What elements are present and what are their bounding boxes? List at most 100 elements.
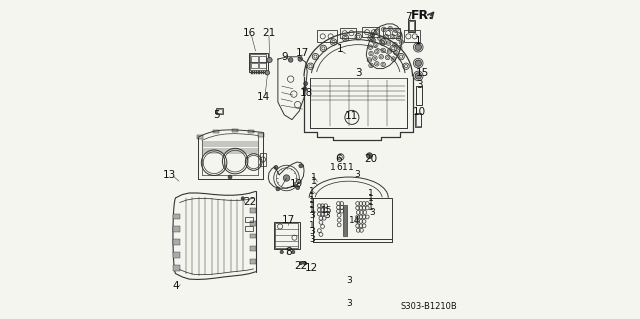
Bar — [197, 135, 203, 139]
Bar — [275, 223, 298, 248]
Text: 16: 16 — [243, 28, 256, 39]
Bar — [258, 133, 264, 137]
Text: 3: 3 — [309, 227, 315, 236]
Text: 3: 3 — [346, 299, 351, 308]
Circle shape — [303, 87, 307, 91]
Text: 7: 7 — [405, 11, 412, 22]
Bar — [340, 28, 356, 38]
Bar — [383, 28, 400, 38]
Circle shape — [241, 197, 244, 200]
Text: 1: 1 — [367, 194, 373, 203]
Text: 3: 3 — [416, 80, 423, 91]
Text: 1: 1 — [309, 221, 315, 230]
Circle shape — [415, 73, 422, 79]
Bar — [250, 234, 255, 238]
Bar — [344, 206, 346, 235]
Circle shape — [298, 57, 303, 61]
Bar — [173, 252, 180, 258]
Circle shape — [299, 164, 303, 168]
Bar — [259, 63, 266, 68]
Text: 1: 1 — [309, 192, 315, 201]
Bar — [218, 109, 222, 113]
Bar — [252, 63, 258, 68]
Bar — [250, 259, 255, 264]
Text: 1: 1 — [367, 189, 373, 198]
Text: 20: 20 — [364, 154, 378, 164]
Bar — [250, 221, 255, 226]
Text: 1: 1 — [312, 173, 317, 182]
Text: 17: 17 — [296, 48, 309, 58]
Text: 17: 17 — [282, 215, 295, 225]
Bar — [417, 86, 422, 105]
Bar — [343, 205, 347, 236]
Text: 9: 9 — [282, 52, 288, 62]
Bar — [216, 108, 223, 114]
Text: 10: 10 — [412, 107, 426, 117]
Text: 1: 1 — [309, 197, 315, 205]
Text: 8: 8 — [285, 247, 291, 257]
Text: 22: 22 — [294, 261, 307, 271]
Text: 1: 1 — [367, 198, 373, 207]
Bar — [265, 71, 267, 74]
Bar — [245, 217, 253, 222]
Bar — [245, 226, 253, 231]
Circle shape — [289, 58, 293, 62]
Text: 3: 3 — [355, 68, 362, 78]
Text: 1: 1 — [342, 163, 348, 172]
Bar — [256, 71, 257, 74]
Text: 18: 18 — [300, 88, 313, 98]
Text: 14: 14 — [257, 92, 270, 102]
Bar — [415, 113, 422, 127]
Text: 1: 1 — [309, 201, 315, 210]
Text: 6: 6 — [336, 163, 342, 172]
Circle shape — [367, 153, 372, 159]
Circle shape — [284, 175, 290, 181]
Circle shape — [292, 250, 295, 254]
Text: 21: 21 — [262, 28, 276, 39]
Circle shape — [415, 60, 422, 66]
Circle shape — [265, 70, 269, 75]
Bar — [173, 226, 180, 232]
Bar — [274, 222, 300, 249]
Bar — [408, 20, 415, 32]
Text: 22: 22 — [243, 197, 257, 207]
Text: 1: 1 — [348, 163, 354, 172]
Bar — [259, 71, 260, 74]
Text: 14: 14 — [349, 216, 361, 225]
Bar — [260, 153, 266, 166]
Bar — [404, 30, 420, 42]
Text: FR.: FR. — [410, 9, 434, 22]
Text: 3: 3 — [324, 211, 330, 220]
Text: 3: 3 — [355, 170, 360, 179]
Text: 3: 3 — [369, 208, 374, 217]
Circle shape — [228, 175, 232, 179]
Text: 3: 3 — [346, 276, 351, 285]
Circle shape — [280, 250, 284, 254]
Circle shape — [296, 186, 300, 189]
Text: 1: 1 — [330, 163, 335, 172]
Text: 1: 1 — [309, 187, 315, 196]
Bar — [250, 54, 266, 70]
Text: 1: 1 — [337, 44, 343, 55]
Bar — [173, 214, 180, 219]
Bar — [260, 71, 262, 74]
Bar — [173, 265, 180, 271]
Text: 15: 15 — [415, 68, 429, 78]
Bar — [250, 208, 255, 213]
Bar — [317, 30, 337, 42]
Circle shape — [304, 82, 308, 85]
Text: 1: 1 — [415, 36, 422, 47]
Bar — [252, 56, 258, 62]
Text: 11: 11 — [345, 111, 358, 122]
Text: 1: 1 — [309, 206, 315, 215]
Bar — [249, 53, 268, 72]
Text: 6: 6 — [335, 154, 342, 165]
Text: 12: 12 — [305, 263, 318, 273]
Text: 13: 13 — [163, 170, 176, 180]
Bar — [362, 27, 379, 37]
Bar — [409, 21, 414, 31]
Bar — [259, 56, 266, 62]
Bar — [253, 71, 255, 74]
Bar — [416, 114, 421, 126]
Text: 3: 3 — [309, 211, 315, 220]
